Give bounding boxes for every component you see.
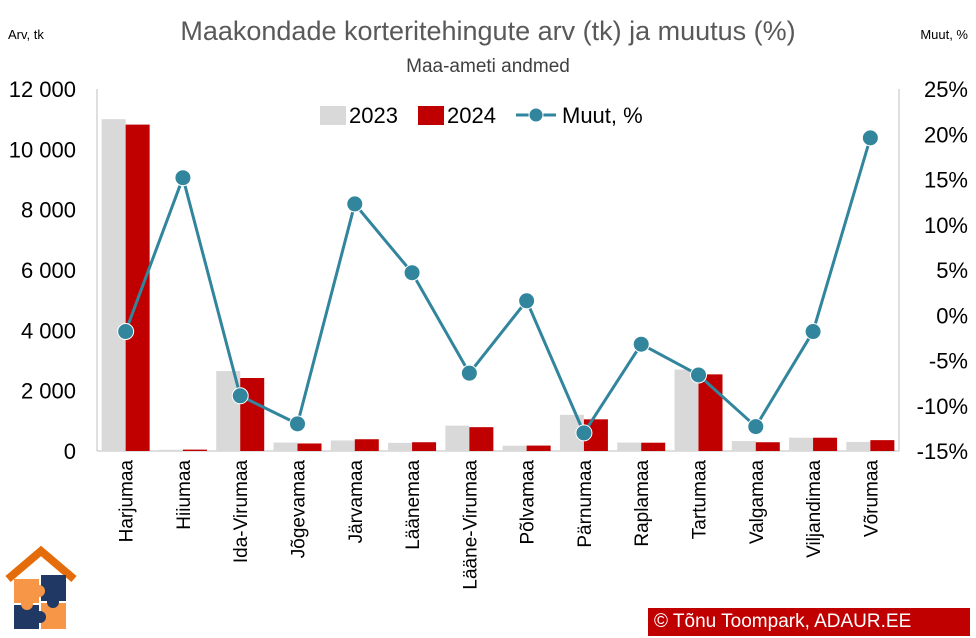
house-puzzle-logo bbox=[5, 545, 77, 629]
logo-roof bbox=[5, 545, 77, 583]
category-label: Jõgevamaa bbox=[289, 460, 310, 559]
bar-2023 bbox=[388, 442, 413, 451]
bar-2023 bbox=[158, 449, 183, 451]
category-label: Valgamaa bbox=[747, 460, 768, 545]
bar-2024 bbox=[755, 442, 780, 451]
change-point bbox=[174, 169, 192, 187]
legend-label-change: Muut, % bbox=[562, 103, 643, 128]
category-label: Läänemaa bbox=[403, 460, 424, 550]
chart-subtitle: Maa-ameti andmed bbox=[406, 56, 570, 77]
legend-swatch-change-marker bbox=[528, 107, 544, 123]
category-label: Tartumaa bbox=[690, 460, 711, 540]
change-point bbox=[518, 292, 536, 310]
category-label: Järvamaa bbox=[346, 460, 367, 544]
logo-knob-3 bbox=[21, 598, 33, 610]
left-tick-label: 12 000 bbox=[9, 77, 76, 102]
bar-2023 bbox=[445, 425, 470, 451]
bar-2023 bbox=[502, 445, 527, 451]
change-point bbox=[632, 335, 650, 353]
bar-2024 bbox=[354, 439, 379, 451]
category-label: Võrumaa bbox=[861, 460, 882, 538]
bar-2023 bbox=[674, 369, 699, 451]
legend-swatch-2024 bbox=[418, 106, 444, 125]
bar-2024 bbox=[870, 440, 895, 451]
bar-2023 bbox=[101, 119, 126, 452]
left-tick-label: 2 000 bbox=[21, 379, 76, 404]
change-point bbox=[117, 323, 135, 341]
logo-knob-1 bbox=[33, 585, 45, 597]
bar-2023 bbox=[617, 442, 642, 451]
change-point bbox=[231, 387, 249, 405]
left-tick-label: 10 000 bbox=[9, 137, 76, 162]
right-tick-label: 25% bbox=[924, 77, 968, 102]
plot-area: 0 2 000 4 000 6 000 8 000 10 000 12 000 -15% -10… bbox=[9, 77, 968, 590]
right-axis-unit: Muut, % bbox=[920, 27, 968, 42]
bar-2024 bbox=[641, 442, 666, 451]
category-label: Raplamaa bbox=[632, 460, 653, 547]
copyright-banner: © Tõnu Toompark, ADAUR.EE bbox=[648, 608, 970, 636]
category-label: Lääne-Virumaa bbox=[460, 460, 481, 590]
category-label: Pärnumaa bbox=[575, 460, 596, 548]
right-tick-label: 15% bbox=[924, 168, 968, 193]
change-point bbox=[403, 264, 421, 282]
bar-2024 bbox=[412, 442, 437, 451]
change-point bbox=[804, 323, 822, 341]
change-point bbox=[690, 366, 707, 384]
category-label: Põlvamaa bbox=[518, 460, 539, 545]
right-tick-label: 5% bbox=[936, 258, 968, 283]
legend: 2023 2024 Muut, % bbox=[320, 103, 643, 128]
right-tick-label: 20% bbox=[924, 122, 968, 147]
bar-2024 bbox=[182, 449, 207, 451]
category-label: Ida-Virumaa bbox=[231, 460, 252, 564]
change-point bbox=[289, 415, 306, 433]
right-tick-label: -5% bbox=[929, 349, 968, 374]
change-point bbox=[575, 424, 593, 442]
category-label: Viljandimaa bbox=[804, 460, 825, 558]
bar-2024 bbox=[469, 427, 494, 451]
bar-2024 bbox=[125, 124, 150, 451]
category-label: Harjumaa bbox=[117, 460, 138, 543]
change-point bbox=[346, 195, 364, 213]
right-tick-label: 0% bbox=[936, 303, 968, 328]
logo-knob-4 bbox=[34, 611, 46, 623]
left-tick-label: 8 000 bbox=[21, 198, 76, 223]
category-label: Hiiumaa bbox=[174, 460, 195, 530]
right-tick-label: -10% bbox=[917, 394, 968, 419]
change-point bbox=[861, 129, 879, 147]
bar-2024 bbox=[813, 437, 838, 451]
legend-label-2024: 2024 bbox=[447, 103, 496, 128]
change-line bbox=[124, 137, 872, 435]
legend-swatch-2023 bbox=[320, 106, 346, 125]
bar-2024 bbox=[526, 445, 551, 451]
legend-label-2023: 2023 bbox=[349, 103, 398, 128]
left-axis-unit: Arv, tk bbox=[8, 27, 44, 42]
bar-2023 bbox=[273, 442, 298, 451]
change-point bbox=[747, 418, 765, 436]
change-point bbox=[460, 364, 478, 382]
right-tick-label: -15% bbox=[917, 439, 968, 464]
left-tick-label: 6 000 bbox=[21, 258, 76, 283]
bar-2023 bbox=[731, 441, 756, 451]
left-tick-label: 4 000 bbox=[21, 318, 76, 343]
bar-2024 bbox=[297, 443, 322, 451]
logo-knob-2 bbox=[47, 596, 59, 608]
bar-2023 bbox=[846, 441, 871, 451]
bar-2023 bbox=[330, 440, 355, 451]
left-tick-label: 0 bbox=[64, 439, 76, 464]
bar-2023 bbox=[789, 437, 814, 451]
right-tick-label: 10% bbox=[924, 213, 968, 238]
chart-title: Maakondade korteritehingute arv (tk) ja … bbox=[180, 16, 795, 46]
